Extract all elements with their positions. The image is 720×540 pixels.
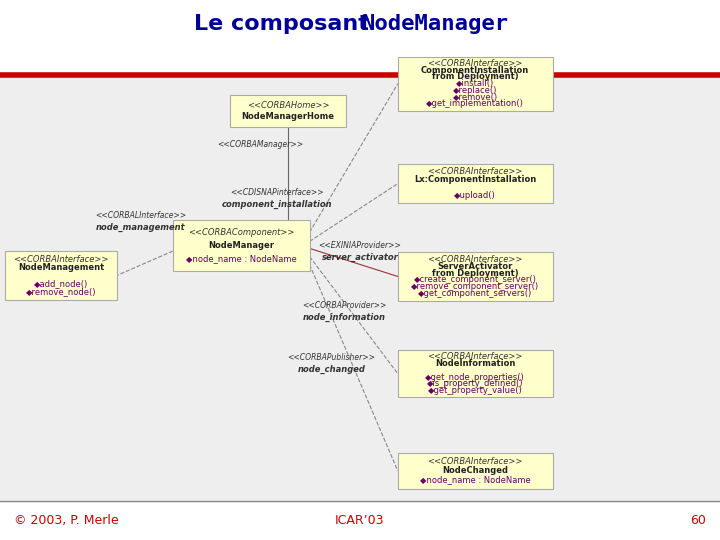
Text: <<CORBAInterface>>: <<CORBAInterface>> [428, 457, 523, 466]
FancyBboxPatch shape [397, 57, 553, 111]
Text: <<CORBAPublisher>>: <<CORBAPublisher>> [287, 353, 375, 362]
Text: ◆add_node(): ◆add_node() [34, 279, 89, 288]
Text: ◆get_component_servers(): ◆get_component_servers() [418, 289, 532, 298]
FancyBboxPatch shape [397, 252, 553, 301]
Bar [0, 0, 720, 75]
Text: ◆node_name : NodeName: ◆node_name : NodeName [186, 254, 297, 263]
Text: ComponentInstallation: ComponentInstallation [421, 66, 529, 75]
Text: ServerActivator: ServerActivator [438, 261, 513, 271]
Text: NodeManagerHome: NodeManagerHome [241, 112, 335, 120]
Text: ◆remove_component_server(): ◆remove_component_server() [411, 282, 539, 292]
Text: NodeManager: NodeManager [208, 241, 274, 250]
Text: ◆is_property_defined(): ◆is_property_defined() [427, 380, 523, 388]
Text: <<CORBAComponent>>: <<CORBAComponent>> [188, 228, 294, 238]
Text: <<CORBAInterface>>: <<CORBAInterface>> [14, 255, 109, 264]
Text: ◆get_implementation(): ◆get_implementation() [426, 99, 524, 109]
Text: Lx:ComponentInstallation: Lx:ComponentInstallation [414, 175, 536, 184]
Text: from Deployment): from Deployment) [432, 72, 518, 82]
Text: ◆create_component_server(): ◆create_component_server() [414, 275, 536, 285]
Text: ◆upload(): ◆upload() [454, 191, 496, 200]
Text: <<CDISNAPinterface>>: <<CDISNAPinterface>> [230, 188, 324, 197]
Text: ICAR’03: ICAR’03 [336, 514, 384, 527]
Text: server_activator: server_activator [322, 253, 398, 262]
Text: ◆remove_node(): ◆remove_node() [26, 287, 96, 296]
FancyBboxPatch shape [397, 164, 553, 203]
Text: <<EXINIAProvider>>: <<EXINIAProvider>> [318, 241, 402, 250]
Text: from Deployment): from Deployment) [432, 268, 518, 278]
Text: node_changed: node_changed [297, 365, 365, 374]
Text: <<CORBAProvider>>: <<CORBAProvider>> [302, 301, 387, 309]
Text: <<CORBAHome>>: <<CORBAHome>> [247, 101, 329, 110]
Text: node_management: node_management [96, 224, 185, 232]
Text: <<CORBAInterface>>: <<CORBAInterface>> [428, 167, 523, 177]
Text: NodeManagement: NodeManagement [18, 263, 104, 272]
FancyBboxPatch shape [230, 94, 346, 127]
Text: <<CORBAInterface>>: <<CORBAInterface>> [428, 59, 523, 68]
Text: ◆get_node_properties(): ◆get_node_properties() [426, 373, 525, 382]
Text: NodeInformation: NodeInformation [435, 359, 516, 368]
FancyBboxPatch shape [6, 251, 117, 300]
Text: <<CORBAInterface>>: <<CORBAInterface>> [428, 352, 523, 361]
Bar [0, 75, 720, 501]
Text: node_information: node_information [302, 313, 386, 321]
FancyBboxPatch shape [173, 220, 310, 271]
Text: component_installation: component_installation [222, 200, 333, 209]
Text: <<CORBAInterface>>: <<CORBAInterface>> [428, 255, 523, 264]
Text: Le composant: Le composant [194, 14, 377, 34]
FancyBboxPatch shape [397, 350, 553, 397]
FancyBboxPatch shape [397, 453, 553, 489]
Text: ◆node_name : NodeName: ◆node_name : NodeName [420, 476, 531, 484]
Text: <<CORBALInterface>>: <<CORBALInterface>> [95, 212, 186, 220]
Text: <<CORBAManager>>: <<CORBAManager>> [217, 140, 304, 149]
Text: 60: 60 [690, 514, 706, 527]
Text: ◆get_property_value(): ◆get_property_value() [428, 386, 523, 395]
Text: ◆remove(): ◆remove() [453, 93, 498, 102]
Text: ◆replace(): ◆replace() [453, 86, 498, 95]
Text: ◆install(): ◆install() [456, 79, 495, 88]
Text: © 2003, P. Merle: © 2003, P. Merle [14, 514, 119, 527]
Text: NodeManager: NodeManager [362, 14, 509, 34]
Text: NodeChanged: NodeChanged [442, 467, 508, 475]
